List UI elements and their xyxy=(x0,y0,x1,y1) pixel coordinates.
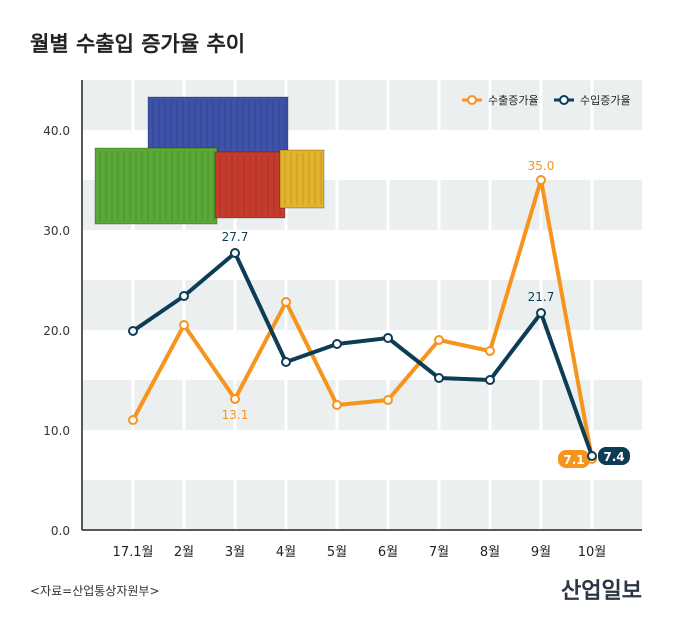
data-point xyxy=(383,333,393,343)
data-point xyxy=(128,415,138,425)
legend-marker xyxy=(467,95,477,105)
x-tick-label: 9월 xyxy=(531,545,551,560)
data-point xyxy=(230,394,240,404)
data-point xyxy=(230,248,240,258)
data-point xyxy=(485,346,495,356)
x-tick-label: 10월 xyxy=(578,545,607,560)
grid-band xyxy=(82,480,642,530)
data-point xyxy=(281,297,291,307)
data-label: 13.1 xyxy=(222,408,249,422)
data-label: 7.1 xyxy=(563,453,584,467)
data-label-badge xyxy=(558,450,590,468)
data-point xyxy=(587,451,597,461)
data-label: 27.7 xyxy=(222,230,249,244)
container-box xyxy=(147,96,289,154)
containers-illustration xyxy=(94,96,325,225)
x-tick-label: 8월 xyxy=(480,545,500,560)
data-point xyxy=(485,375,495,385)
x-tick-label: 7월 xyxy=(429,545,449,560)
legend-label: 수출증가율 xyxy=(488,94,539,107)
x-tick-label: 2월 xyxy=(174,545,194,560)
data-point xyxy=(332,339,342,349)
y-tick-label: 10.0 xyxy=(43,424,70,438)
data-point xyxy=(332,400,342,410)
container-box xyxy=(94,147,218,225)
y-tick-label: 0.0 xyxy=(51,524,70,538)
data-label: 7.4 xyxy=(603,450,624,464)
grid-band xyxy=(82,280,642,330)
legend-marker xyxy=(559,95,569,105)
data-point xyxy=(128,326,138,336)
source-note: <자료=산업통상자원부> xyxy=(30,584,160,598)
data-label: 35.0 xyxy=(528,159,555,173)
x-tick-label: 5월 xyxy=(327,545,347,560)
data-point xyxy=(281,357,291,367)
data-point xyxy=(383,395,393,405)
x-tick-label: 17.1월 xyxy=(113,545,154,560)
x-tick-label: 3월 xyxy=(225,545,245,560)
x-tick-label: 6월 xyxy=(378,545,398,560)
data-point xyxy=(434,335,444,345)
container-box xyxy=(279,149,325,209)
container-box xyxy=(214,151,286,219)
chart-title: 월별 수출입 증가율 추이 xyxy=(30,32,246,56)
data-point xyxy=(536,175,546,185)
series-line xyxy=(131,251,594,457)
y-tick-label: 20.0 xyxy=(43,324,70,338)
data-point xyxy=(179,320,189,330)
publisher-logo: 산업일보 xyxy=(561,579,642,604)
y-tick-label: 30.0 xyxy=(43,224,70,238)
grid-band xyxy=(82,380,642,430)
x-tick-label: 4월 xyxy=(276,545,296,560)
series-line xyxy=(131,178,594,460)
data-label-badge xyxy=(598,447,630,465)
data-label: 21.7 xyxy=(528,290,555,304)
y-tick-label: 40.0 xyxy=(43,124,70,138)
legend-label: 수입증가율 xyxy=(580,94,631,107)
data-point xyxy=(434,373,444,383)
data-point xyxy=(536,308,546,318)
data-point xyxy=(179,291,189,301)
